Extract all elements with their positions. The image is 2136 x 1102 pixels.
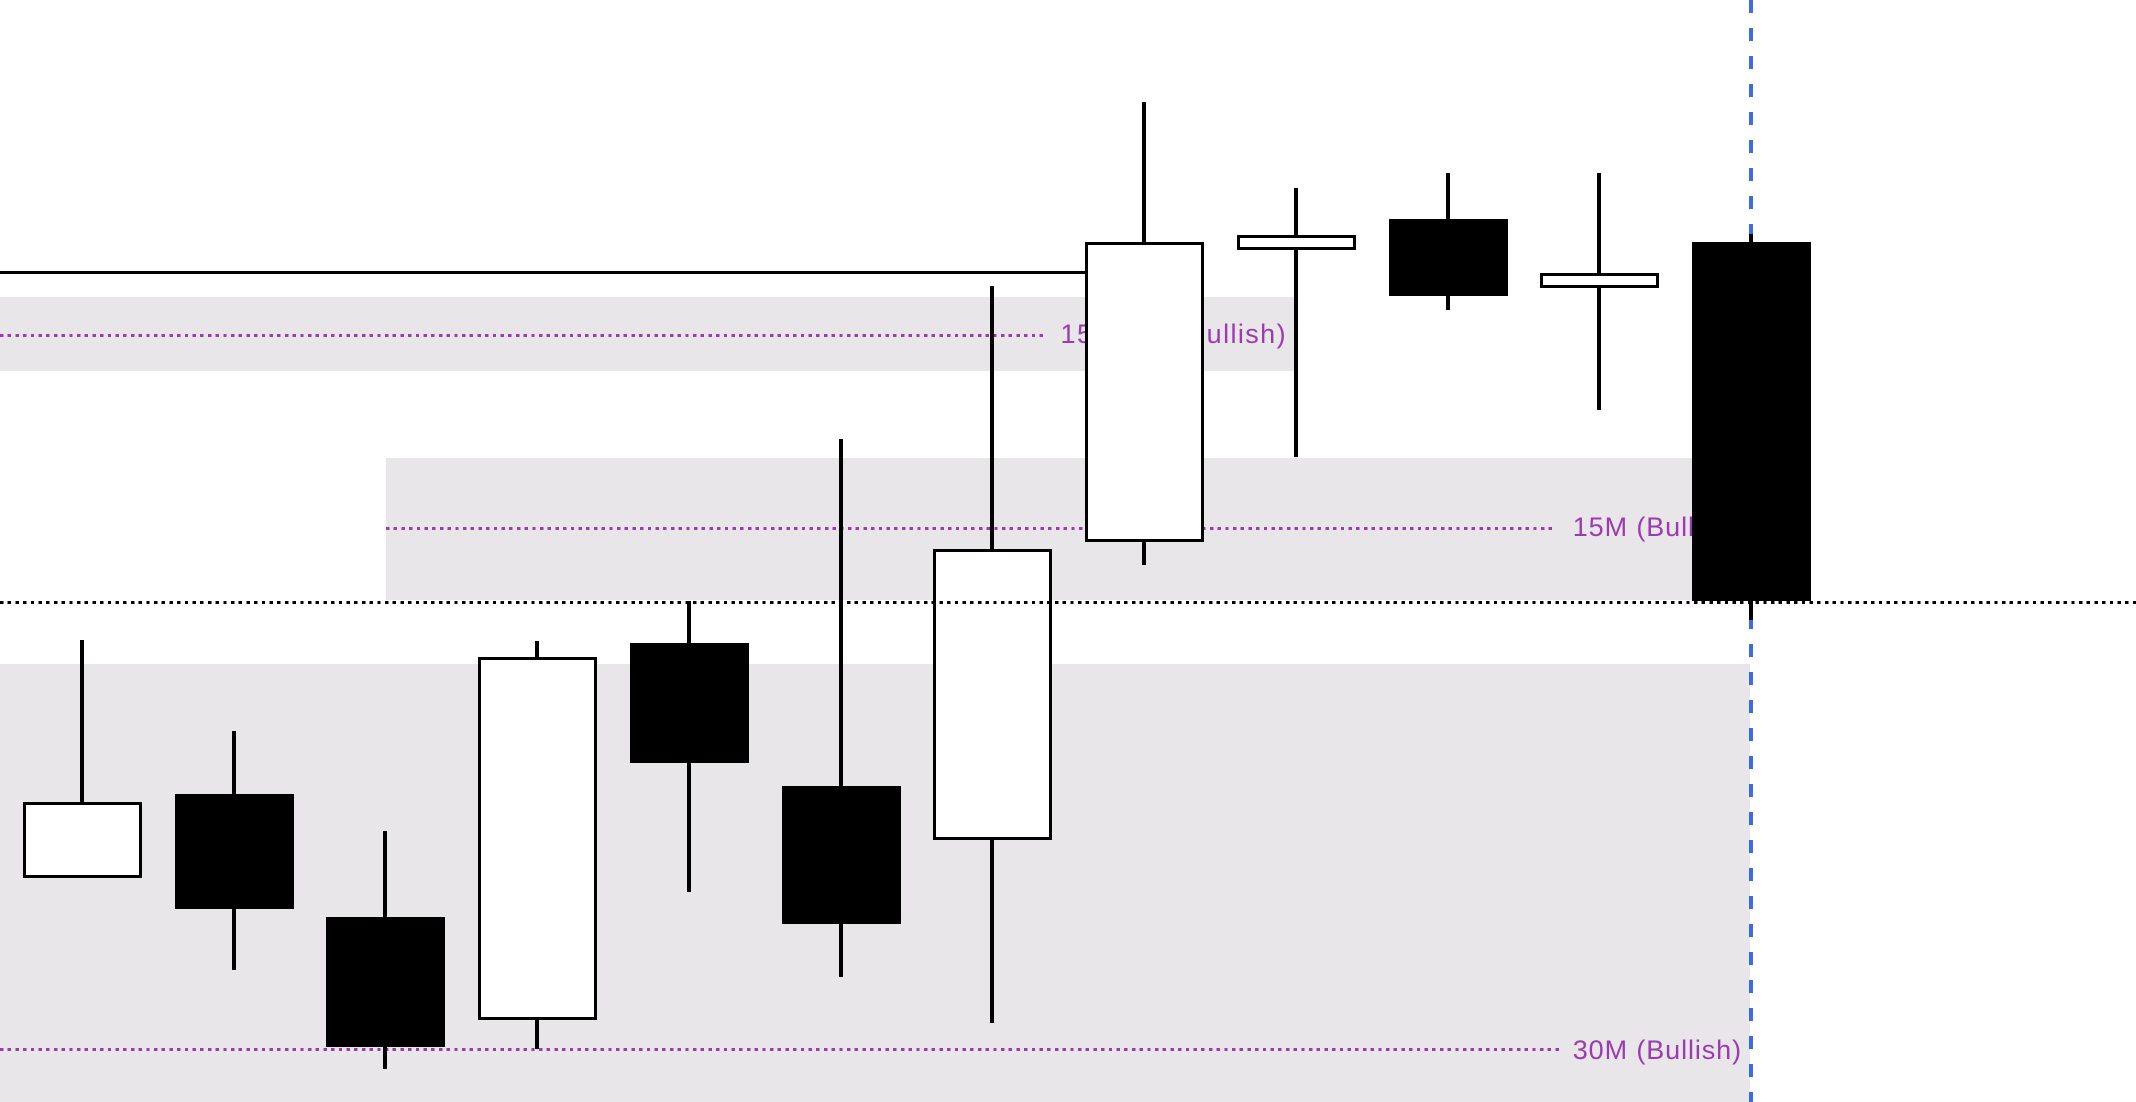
candle-11-body bbox=[1539, 273, 1659, 288]
candle-1-wick bbox=[79, 640, 85, 878]
candle-4-body bbox=[477, 657, 597, 1020]
zone-midline-2 bbox=[386, 526, 1556, 530]
candle-6-wick bbox=[838, 439, 844, 977]
candle-11-wick bbox=[1596, 173, 1602, 410]
candle-1-body bbox=[22, 802, 142, 878]
candle-10-body bbox=[1388, 219, 1508, 296]
price-dotted-line bbox=[0, 600, 2136, 604]
open-level-line bbox=[0, 270, 1085, 274]
candle-2-body bbox=[174, 794, 294, 909]
candle-3-body bbox=[325, 917, 445, 1047]
candle-9-body bbox=[1236, 235, 1356, 250]
candle-8-body bbox=[1084, 242, 1204, 542]
zone-midline-1 bbox=[0, 333, 1045, 337]
zone-midline-3 bbox=[0, 1047, 1560, 1051]
candle-5-body bbox=[629, 643, 749, 763]
candle-6-body bbox=[781, 786, 901, 924]
candle-7-body bbox=[932, 549, 1052, 840]
candle-12-body bbox=[1691, 242, 1811, 601]
zone-label-3: 30M (Bullish) bbox=[1572, 1034, 1742, 1065]
candle-9-wick bbox=[1293, 188, 1299, 457]
